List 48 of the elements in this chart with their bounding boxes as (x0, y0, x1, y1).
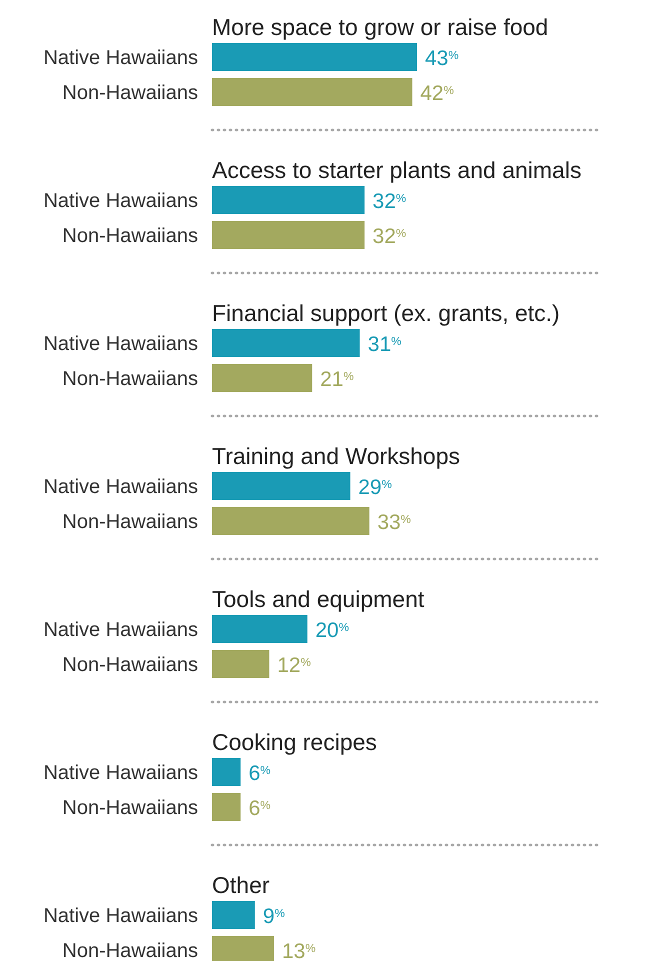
text: Native Hawaiians (43, 619, 198, 641)
text: Non-Hawaiians (62, 368, 198, 390)
data-label: 9$^{%}$ (262, 905, 285, 928)
data-label: 29$^{%}$ (358, 476, 392, 499)
bar (212, 901, 255, 929)
bar (212, 615, 308, 643)
data-label: 32$^{%}$ (372, 225, 406, 248)
data-label: 6$^{%}$ (248, 762, 271, 785)
bar (212, 793, 241, 821)
text: Non-Hawaiians (62, 225, 198, 247)
y-tick-label: More space to grow or raise food (212, 14, 548, 40)
text: Non-Hawaiians (62, 940, 198, 961)
data-label: 32$^{%}$ (372, 190, 406, 213)
text: Native Hawaiians (43, 762, 198, 784)
data-label: 13$^{%}$ (282, 940, 316, 961)
data-label: 12$^{%}$ (277, 654, 311, 677)
bar (212, 364, 312, 392)
text: Native Hawaiians (43, 476, 198, 498)
text: Non-Hawaiians (62, 511, 198, 533)
series-label: Non-Hawaiians (62, 82, 198, 104)
bar (212, 221, 365, 249)
data-label: 43$^{%}$ (425, 47, 459, 70)
y-tick-label: Training and Workshops (212, 443, 460, 469)
bar (212, 43, 417, 71)
text: Native Hawaiians (43, 333, 198, 355)
bar (212, 329, 360, 357)
data-label: 20$^{%}$ (315, 619, 349, 642)
y-tick-label: Cooking recipes (212, 729, 377, 755)
data-label: 6$^{%}$ (248, 797, 271, 820)
data-label: 21$^{%}$ (320, 368, 354, 391)
text: Native Hawaiians (43, 190, 198, 212)
bar (212, 758, 241, 786)
bar (212, 472, 350, 500)
text: Non-Hawaiians (62, 654, 198, 676)
data-label: 42$^{%}$ (420, 82, 454, 105)
series-label: Native Hawaiians (43, 47, 198, 69)
data-label: 31$^{%}$ (368, 333, 402, 356)
y-tick-label: Financial support (ex. grants, etc.) (212, 300, 560, 326)
bar (212, 186, 365, 214)
bar (212, 78, 412, 106)
y-tick-label: Access to starter plants and animals (212, 157, 582, 183)
data-label: 33$^{%}$ (377, 511, 411, 534)
bar (212, 507, 370, 535)
text: Non-Hawaiians (62, 797, 198, 819)
bar (212, 650, 270, 678)
y-tick-label: Tools and equipment (212, 586, 425, 612)
y-tick-label: Other (212, 872, 270, 898)
text: Native Hawaiians (43, 905, 198, 927)
